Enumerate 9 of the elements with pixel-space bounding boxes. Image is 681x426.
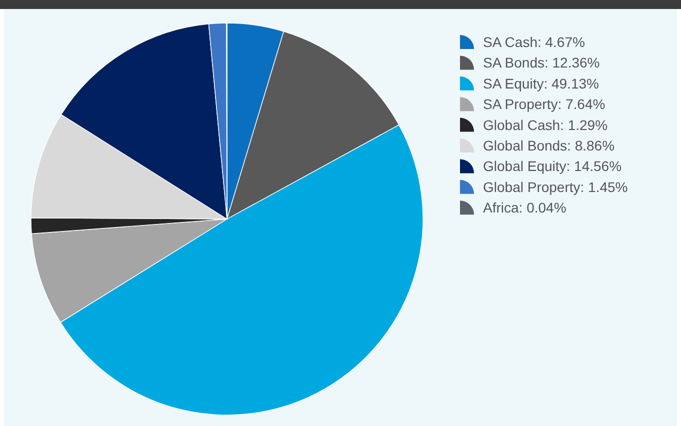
legend-label: Global Cash: 1.29% (483, 116, 608, 133)
legend-label: Global Equity: 14.56% (483, 158, 622, 174)
legend-label: SA Property: 7.64% (483, 96, 606, 112)
legend-label: SA Equity: 49.13% (483, 75, 599, 92)
legend-label: SA Bonds: 12.36% (483, 54, 600, 71)
legend-label: Global Bonds: 8.86% (483, 138, 615, 154)
legend-label: Global Property: 1.45% (483, 178, 628, 195)
legend-label: SA Cash: 4.67% (483, 34, 585, 50)
legend-label: Africa: 0.04% (483, 200, 566, 216)
